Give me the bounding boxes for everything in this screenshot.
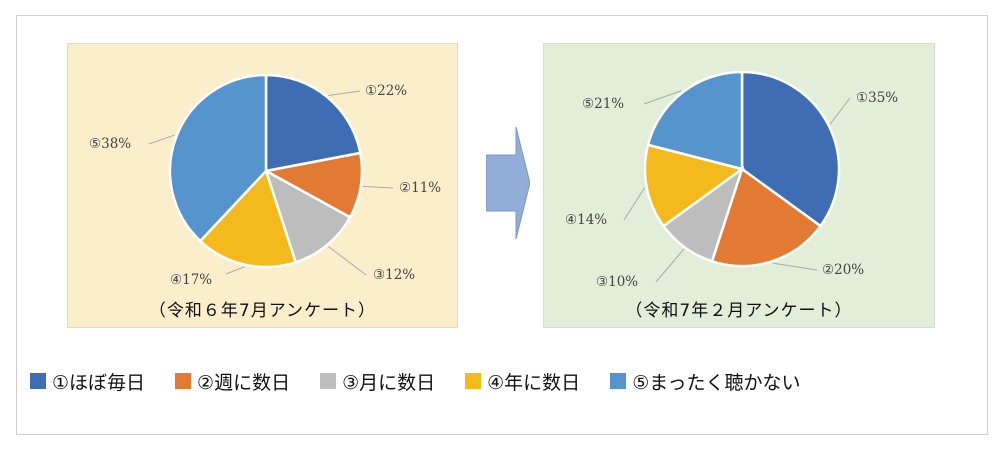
pie-slice-2024-1 — [264, 73, 362, 173]
pie-slice-2024-2 — [262, 151, 364, 219]
legend-item-5: ⑤まったく聴かない — [610, 368, 800, 395]
slice-label-2025-5: ⑤21% — [582, 96, 624, 112]
pie-slice-2025-2 — [710, 166, 823, 268]
pie-slice-2025-4 — [643, 143, 745, 228]
slice-label-2024-2: ②11% — [399, 180, 441, 196]
leader-line-2024-1 — [328, 90, 361, 96]
leader-line-2024-3 — [328, 246, 367, 276]
leader-line-2025-2 — [772, 262, 818, 271]
legend-label-3: ③月に数日 — [342, 371, 436, 394]
legend-swatch-5 — [610, 373, 627, 389]
leader-line-2025-1 — [829, 97, 851, 125]
pie-slice-2025-5 — [646, 70, 744, 171]
slice-label-2024-5: ⑤38% — [89, 136, 131, 152]
pie-slice-2024-5 — [168, 73, 268, 243]
leader-line-2025-5 — [643, 90, 682, 105]
legend-label-2: ②週に数日 — [197, 371, 291, 394]
leader-line-2025-3 — [655, 248, 685, 283]
leader-line-2024-2 — [362, 185, 394, 189]
legend-swatch-3 — [320, 373, 337, 389]
slice-label-2025-1: ①35% — [856, 90, 898, 106]
pie-chart-2025: ①35% ②20% ③10% ④14% ⑤21% — [565, 70, 898, 290]
pie-panel-2024: ①22% ②11% ③12% ④17% ⑤38% （令和６年7月アンケート） — [67, 43, 458, 328]
legend-item-2: ②週に数日 — [175, 368, 290, 395]
slice-label-2025-4: ④14% — [565, 212, 607, 228]
legend-item-3: ③月に数日 — [320, 368, 435, 395]
legend-item-1: ①ほぼ毎日 — [30, 368, 145, 395]
legend-swatch-1 — [30, 373, 46, 389]
slice-label-2024-1: ①22% — [365, 83, 407, 99]
slice-label-2025-2: ②20% — [822, 262, 864, 278]
legend-swatch-4 — [465, 373, 482, 389]
pie-caption-2025: （令和7年２月アンケート） — [625, 301, 853, 321]
legend-item-4: ④年に数日 — [465, 368, 580, 395]
leader-line-2024-4 — [225, 266, 245, 275]
slice-label-2024-4: ④17% — [170, 272, 212, 288]
slice-label-2024-3: ③12% — [373, 267, 415, 283]
chart-legend: ①ほぼ毎日 ②週に数日 ③月に数日 ④年に数日 ⑤まったく聴かない — [30, 366, 980, 396]
pie-chart-2024: ①22% ②11% ③12% ④17% ⑤38% — [89, 73, 441, 288]
pie-panel-2025: ①35% ②20% ③10% ④14% ⑤21% （令和7年２月アンケート） — [543, 43, 935, 328]
pie-slice-2024-4 — [198, 168, 298, 269]
slice-label-2025-3: ③10% — [596, 274, 638, 290]
legend-label-4: ④年に数日 — [487, 371, 581, 394]
legend-swatch-2 — [175, 373, 192, 389]
leader-line-2025-4 — [623, 187, 646, 221]
legend-label-1: ①ほぼ毎日 — [52, 371, 146, 394]
pie-slice-2024-3 — [263, 168, 352, 264]
leader-line-2024-5 — [148, 134, 176, 145]
pie-caption-2024: （令和６年7月アンケート） — [148, 301, 377, 321]
legend-label-5: ⑤まったく聴かない — [632, 371, 801, 394]
right-arrow-icon — [486, 127, 530, 239]
pie-slice-2025-1 — [740, 70, 841, 228]
